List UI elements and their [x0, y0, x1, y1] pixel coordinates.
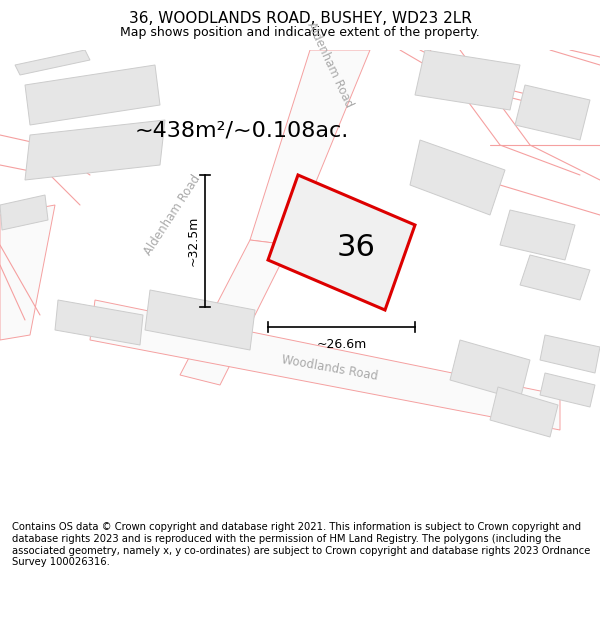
Polygon shape	[0, 205, 55, 340]
Polygon shape	[180, 240, 290, 385]
Text: 36: 36	[337, 233, 376, 262]
Polygon shape	[25, 120, 165, 180]
Polygon shape	[540, 335, 600, 373]
Polygon shape	[540, 373, 595, 407]
Text: Aldenham Road: Aldenham Road	[141, 173, 203, 258]
Polygon shape	[55, 300, 143, 345]
Polygon shape	[490, 387, 558, 437]
Text: Map shows position and indicative extent of the property.: Map shows position and indicative extent…	[120, 26, 480, 39]
Text: 36, WOODLANDS ROAD, BUSHEY, WD23 2LR: 36, WOODLANDS ROAD, BUSHEY, WD23 2LR	[128, 11, 472, 26]
Text: ~26.6m: ~26.6m	[316, 339, 367, 351]
Polygon shape	[90, 300, 560, 430]
Polygon shape	[25, 65, 160, 125]
Text: Woodlands Road: Woodlands Road	[281, 353, 379, 383]
Polygon shape	[450, 340, 530, 400]
Polygon shape	[268, 175, 415, 310]
Polygon shape	[515, 85, 590, 140]
Polygon shape	[250, 50, 370, 245]
Polygon shape	[0, 195, 48, 230]
Text: ~438m²/~0.108ac.: ~438m²/~0.108ac.	[135, 120, 349, 140]
Text: Aldenham Road: Aldenham Road	[304, 20, 356, 110]
Text: Contains OS data © Crown copyright and database right 2021. This information is : Contains OS data © Crown copyright and d…	[12, 522, 590, 568]
Polygon shape	[520, 255, 590, 300]
Polygon shape	[145, 290, 255, 350]
Polygon shape	[15, 50, 90, 75]
Polygon shape	[415, 50, 520, 110]
Polygon shape	[500, 210, 575, 260]
Text: ~32.5m: ~32.5m	[187, 216, 199, 266]
Polygon shape	[410, 140, 505, 215]
